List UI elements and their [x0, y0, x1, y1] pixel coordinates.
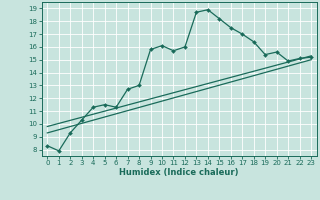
X-axis label: Humidex (Indice chaleur): Humidex (Indice chaleur) [119, 168, 239, 177]
